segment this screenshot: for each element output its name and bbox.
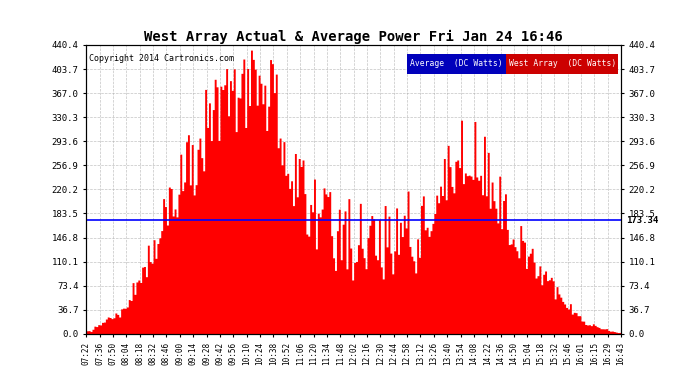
Text: 173.34: 173.34 (627, 216, 658, 225)
Title: West Array Actual & Average Power Fri Jan 24 16:46: West Array Actual & Average Power Fri Ja… (144, 30, 563, 44)
FancyBboxPatch shape (506, 54, 618, 74)
Text: Copyright 2014 Cartronics.com: Copyright 2014 Cartronics.com (89, 54, 234, 63)
Text: West Array  (DC Watts): West Array (DC Watts) (509, 59, 616, 68)
FancyBboxPatch shape (407, 54, 506, 74)
Text: Average  (DC Watts): Average (DC Watts) (410, 59, 502, 68)
